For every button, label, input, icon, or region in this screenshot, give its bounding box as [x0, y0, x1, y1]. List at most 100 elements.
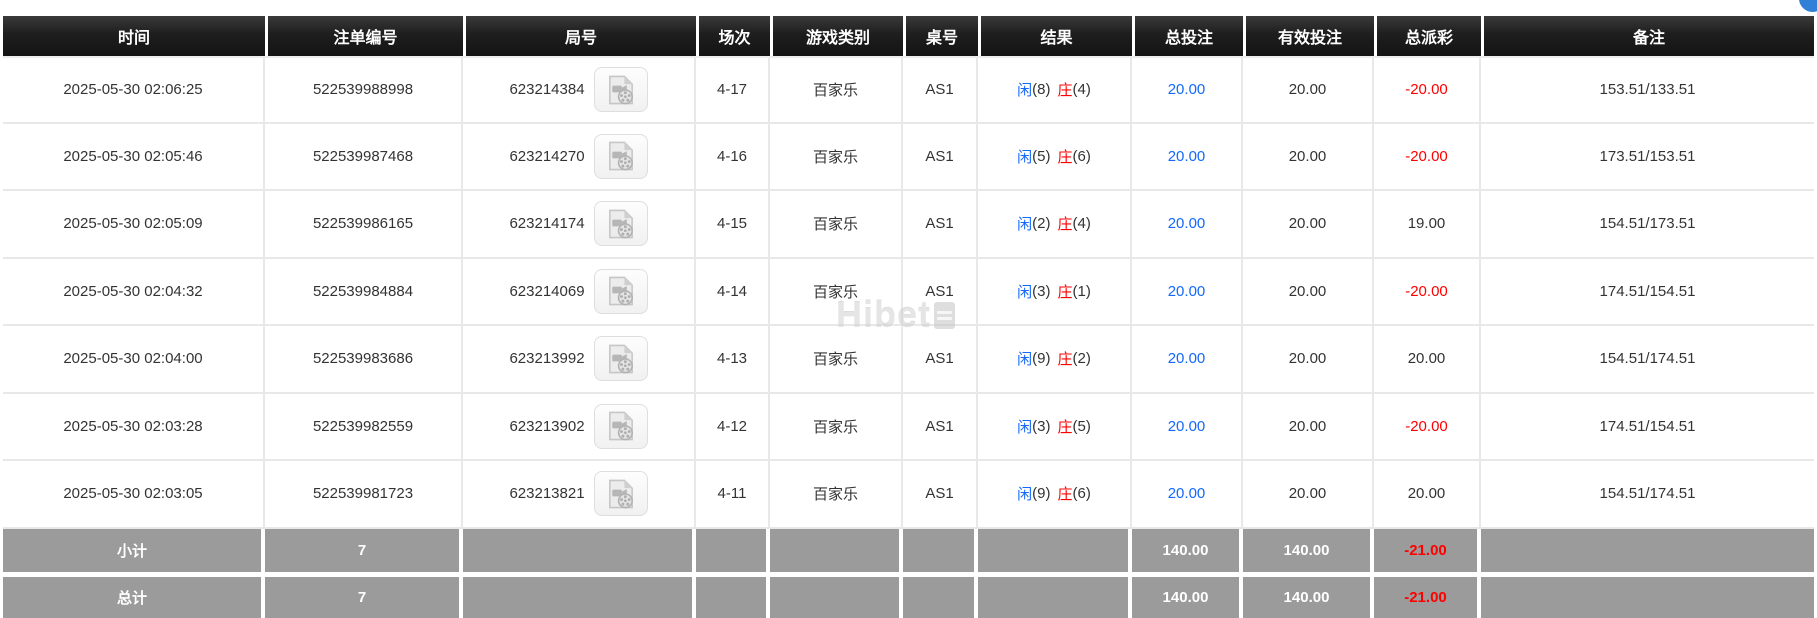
round-no-cell: 623214069	[463, 258, 696, 324]
summary-valid-bet-cell: 140.00	[1243, 528, 1374, 572]
game-type-cell: 百家乐	[770, 393, 903, 459]
payout-cell: -20.00	[1374, 58, 1481, 122]
game-type-cell: 百家乐	[770, 461, 903, 527]
table-row: 2025-05-30 02:04:32 522539984884 6232140…	[3, 258, 1814, 326]
video-replay-button[interactable]	[593, 67, 648, 113]
result-player-label: 闲	[1017, 283, 1033, 301]
session-cell: 4-14	[696, 258, 770, 324]
result-cell: 闲 (3) 庄 (1)	[978, 258, 1132, 324]
result-banker-value: (1)	[1072, 282, 1091, 300]
result-player-value: (9)	[1032, 485, 1051, 503]
summary-empty-cell	[463, 528, 696, 572]
table-no-cell: AS1	[903, 191, 978, 257]
table-footer: 小计 7 140.00 140.00 -21.00 总计 7 140.00 14…	[3, 528, 1814, 618]
result-player-label: 闲	[1017, 148, 1033, 166]
time-cell: 2025-05-30 02:03:05	[3, 461, 265, 527]
payout-cell: 20.00	[1374, 461, 1481, 527]
bet-no-cell: 522539983686	[265, 326, 463, 392]
video-replay-button[interactable]	[593, 268, 648, 314]
payout-cell: 19.00	[1374, 191, 1481, 257]
total-bet-cell: 20.00	[1132, 326, 1243, 392]
column-header-total-bet: 总投注	[1132, 16, 1243, 56]
round-no-value: 623213992	[509, 350, 585, 368]
valid-bet-cell: 20.00	[1243, 393, 1374, 459]
table-header-row: 时间 注单编号 局号 场次 游戏类别 桌号 结果 总投注 有效投注 总派彩 备注	[3, 16, 1814, 56]
payout-cell: -20.00	[1374, 393, 1481, 459]
payout-cell: -20.00	[1374, 123, 1481, 189]
time-cell: 2025-05-30 02:05:46	[3, 123, 265, 189]
video-replay-button[interactable]	[593, 201, 648, 247]
table-no-cell: AS1	[903, 58, 978, 122]
remark-cell: 154.51/174.51	[1599, 485, 1696, 503]
total-bet-cell: 20.00	[1132, 123, 1243, 189]
summary-empty-cell	[903, 528, 978, 572]
valid-bet-cell: 20.00	[1243, 58, 1374, 122]
video-replay-icon	[609, 344, 633, 374]
result-player-value: (3)	[1032, 282, 1051, 300]
total-bet-cell: 20.00	[1132, 191, 1243, 257]
result-banker-value: (6)	[1072, 485, 1091, 503]
round-no-value: 623214384	[509, 81, 585, 99]
result-banker-label: 庄	[1057, 418, 1073, 436]
bet-records-table: 时间 注单编号 局号 场次 游戏类别 桌号 结果 总投注 有效投注 总派彩 备注 2025-05-3…	[3, 16, 1814, 618]
video-replay-icon	[609, 479, 633, 509]
result-player-label: 闲	[1017, 216, 1033, 234]
video-replay-button[interactable]	[593, 471, 648, 517]
total-bet-cell: 20.00	[1132, 393, 1243, 459]
result-banker-value: (2)	[1072, 350, 1091, 368]
result-cell: 闲 (5) 庄 (6)	[978, 123, 1132, 189]
table-no-cell: AS1	[903, 461, 978, 527]
result-cell: 闲 (9) 庄 (6)	[978, 461, 1132, 527]
column-header-session: 场次	[696, 16, 770, 56]
summary-empty-cell	[463, 576, 696, 618]
valid-bet-cell: 20.00	[1243, 258, 1374, 324]
session-cell: 4-15	[696, 191, 770, 257]
table-no-cell: AS1	[903, 393, 978, 459]
video-replay-button[interactable]	[593, 403, 648, 449]
table-row: 2025-05-30 02:03:05 522539981723 6232138…	[3, 461, 1814, 529]
total-bet-cell: 20.00	[1132, 258, 1243, 324]
session-cell: 4-12	[696, 393, 770, 459]
table-no-cell: AS1	[903, 326, 978, 392]
session-cell: 4-11	[696, 461, 770, 527]
table-no-cell: AS1	[903, 123, 978, 189]
result-banker-label: 庄	[1057, 351, 1073, 369]
round-no-value: 623214069	[509, 282, 585, 300]
summary-empty-cell	[770, 576, 903, 618]
session-cell: 4-13	[696, 326, 770, 392]
result-banker-label: 庄	[1057, 82, 1073, 100]
summary-total-bet-cell: 140.00	[1132, 576, 1243, 618]
bet-no-cell: 522539988998	[265, 58, 463, 122]
valid-bet-cell: 20.00	[1243, 191, 1374, 257]
column-header-payout: 总派彩	[1374, 16, 1481, 56]
video-replay-button[interactable]	[593, 336, 648, 382]
result-player-value: (2)	[1032, 215, 1051, 233]
game-type-cell: 百家乐	[770, 58, 903, 122]
result-banker-label: 庄	[1057, 283, 1073, 301]
result-cell: 闲 (8) 庄 (4)	[978, 58, 1132, 122]
payout-cell: -20.00	[1374, 258, 1481, 324]
round-no-cell: 623214384	[463, 58, 696, 122]
result-banker-label: 庄	[1057, 486, 1073, 504]
video-replay-icon	[609, 209, 633, 239]
video-replay-icon	[609, 141, 633, 171]
floating-widget-fragment[interactable]	[1799, 0, 1817, 12]
summary-total-bet-cell: 140.00	[1132, 528, 1243, 572]
result-banker-value: (4)	[1072, 215, 1091, 233]
summary-count-cell: 7	[265, 576, 463, 618]
table-row: 2025-05-30 02:03:28 522539982559 6232139…	[3, 393, 1814, 461]
video-replay-button[interactable]	[593, 133, 648, 179]
bet-no-cell: 522539981723	[265, 461, 463, 527]
round-no-value: 623213902	[509, 417, 585, 435]
total-bet-cell: 20.00	[1132, 461, 1243, 527]
summary-empty-cell	[1481, 576, 1814, 618]
column-header-bet-no: 注单编号	[265, 16, 463, 56]
round-no-cell: 623214270	[463, 123, 696, 189]
summary-valid-bet-cell: 140.00	[1243, 576, 1374, 618]
round-no-cell: 623213992	[463, 326, 696, 392]
result-banker-value: (6)	[1072, 147, 1091, 165]
summary-empty-cell	[770, 528, 903, 572]
video-replay-icon	[609, 411, 633, 441]
summary-empty-cell	[696, 528, 770, 572]
